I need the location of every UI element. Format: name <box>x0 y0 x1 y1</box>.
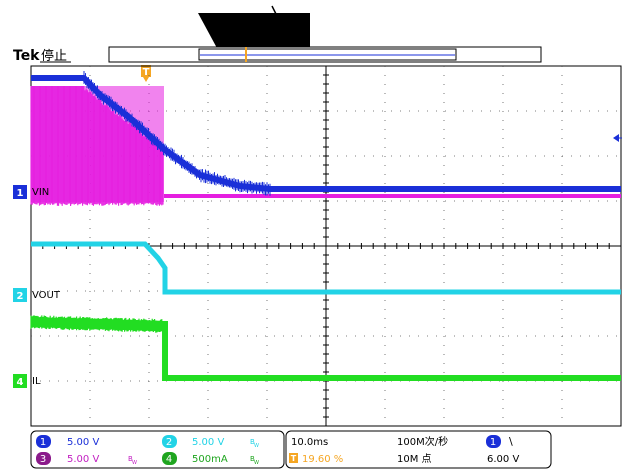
brand-logo: Tek <box>13 48 40 64</box>
trigger-level-arrow[interactable] <box>613 134 619 142</box>
ch2-bw-sub: W <box>254 443 259 449</box>
tab-mark <box>271 5 277 15</box>
ch2-scale: 5.00 V <box>192 437 224 448</box>
trigger-slope-icon: \ <box>509 435 513 448</box>
ch4-readout[interactable]: 4 500mA B W <box>162 452 259 466</box>
ch3-readout-num: 3 <box>40 454 46 465</box>
ch3-bw-sub: W <box>132 460 137 466</box>
trigger-marker-label: T <box>143 67 150 78</box>
ch4-scale: 500mA <box>192 454 228 465</box>
ch4-bw-limit: B <box>250 455 255 463</box>
horizontal-readout-panel: 10.0ms T 19.60 % 100M次/秒 10M 点 1 \ 6.00 … <box>285 430 552 469</box>
timebase[interactable]: 10.0ms <box>291 437 328 448</box>
ch1-label: VIN <box>32 187 49 198</box>
ch1-readout-num: 1 <box>40 437 46 448</box>
acquisition-state: 停止 <box>41 48 67 64</box>
waveform-area <box>30 71 621 381</box>
ch2-bw-limit: B <box>250 438 255 446</box>
ch2-ground-marker[interactable]: 2 <box>13 288 27 302</box>
ch1-ground-marker[interactable]: 1 <box>13 185 27 199</box>
ch2-marker-num: 2 <box>17 291 24 302</box>
ch1-scale: 5.00 V <box>67 437 99 448</box>
ch2-readout-num: 2 <box>166 437 172 448</box>
ch3-bw-limit: B <box>128 455 133 463</box>
trigger-position-marker[interactable]: T <box>141 65 151 82</box>
ch1-readout[interactable]: 1 5.00 V <box>36 435 99 448</box>
ch2-label: VOUT <box>32 290 61 301</box>
ch4-bw-sub: W <box>254 460 259 466</box>
trigger-source: 1 <box>490 437 496 448</box>
ch3-fill <box>31 86 164 202</box>
channel-readout-panel: 1 5.00 V 2 5.00 V B W 3 5.00 V B W 4 500… <box>30 430 285 469</box>
ch4-marker-num: 4 <box>17 377 24 388</box>
ch1-marker-num: 1 <box>17 188 24 199</box>
ch4-label: IL <box>32 376 41 387</box>
trigger-position: 19.60 % <box>302 454 343 465</box>
ch2-readout[interactable]: 2 5.00 V B W <box>162 435 259 449</box>
ch4-ground-marker[interactable]: 4 <box>13 374 27 388</box>
record-length[interactable]: 10M 点 <box>397 453 432 465</box>
trigger-level: 6.00 V <box>487 454 519 465</box>
trigger-readout[interactable]: 1 \ 6.00 V <box>486 435 519 465</box>
ch4-readout-num: 4 <box>166 454 172 465</box>
ch3-scale: 5.00 V <box>67 454 99 465</box>
ch4-trace <box>162 321 621 381</box>
top-tab-shape <box>198 13 310 50</box>
trigger-pos-icon: T <box>291 454 297 463</box>
ch3-readout[interactable]: 3 5.00 V B W <box>36 452 137 466</box>
sample-rate: 100M次/秒 <box>397 435 448 448</box>
trigger-pos-readout[interactable]: T 19.60 % <box>289 453 343 465</box>
ch1-noise <box>83 71 271 196</box>
ch4-noise <box>30 315 163 333</box>
ch2-trace <box>31 241 621 295</box>
